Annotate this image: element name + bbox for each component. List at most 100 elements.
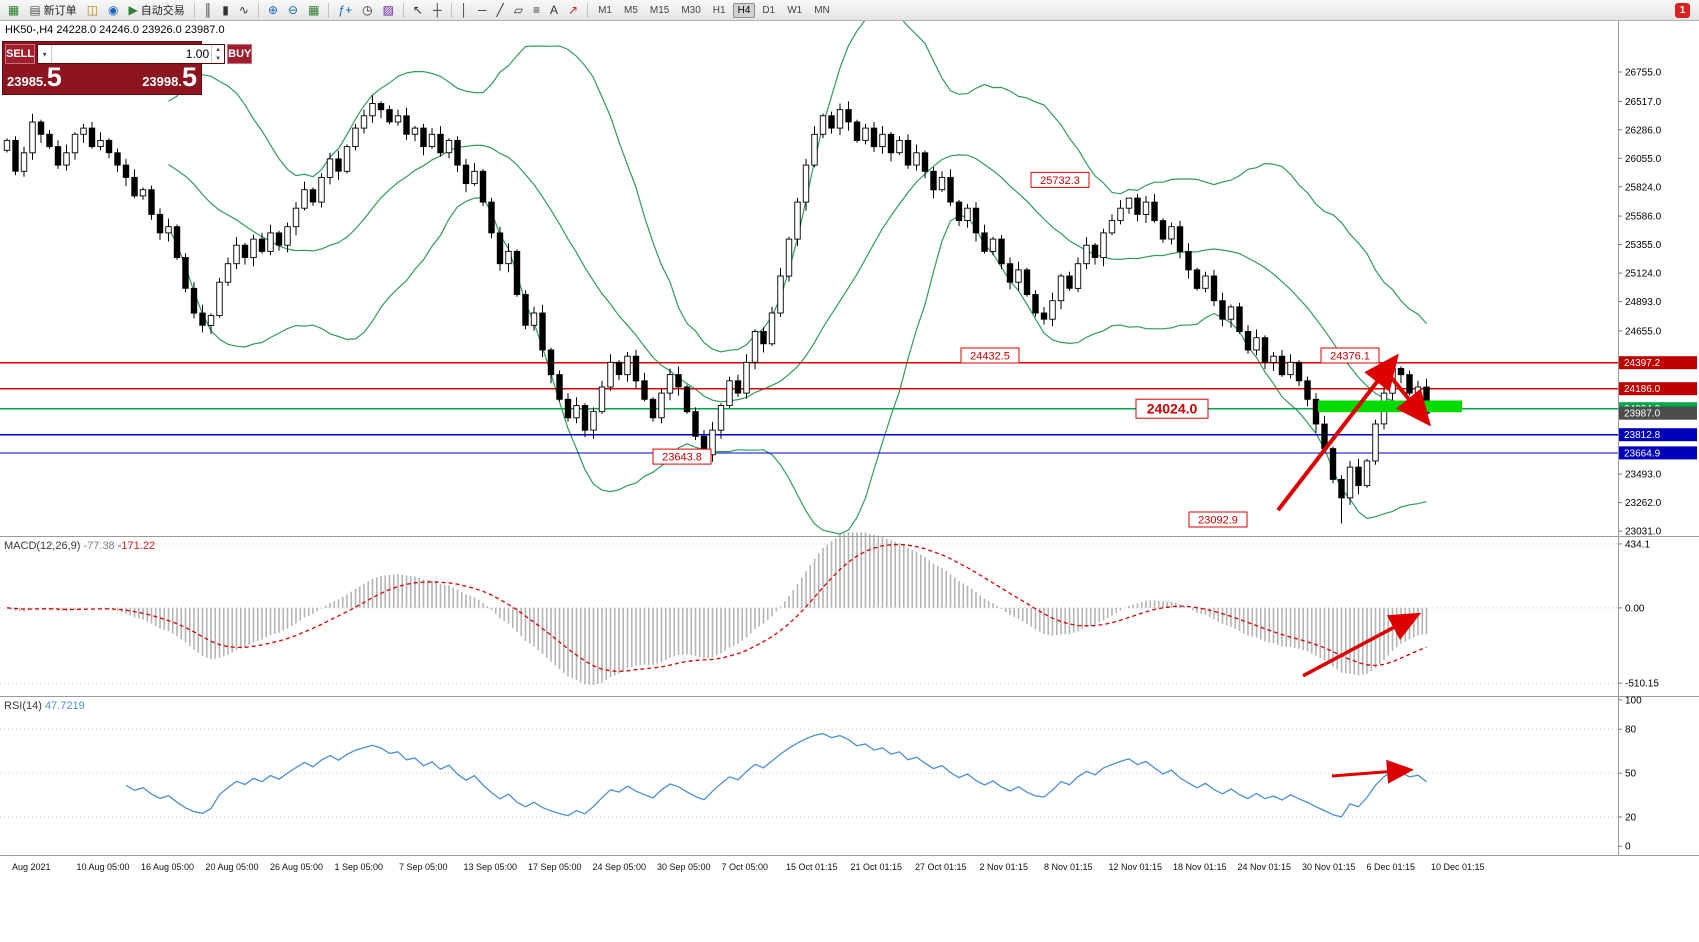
svg-text:6 Dec 01:15: 6 Dec 01:15: [1367, 862, 1416, 872]
period-selector-button[interactable]: ◷: [358, 1, 376, 20]
callout-24376.1[interactable]: 24376.1: [1320, 347, 1380, 364]
spin-down-icon[interactable]: ▼: [215, 55, 222, 62]
price-axis[interactable]: 26755.0 26517.0 26286.0 26055.0 25824.0 25586…: [1618, 68, 1697, 538]
timeframe-h1-button[interactable]: H1: [712, 4, 726, 16]
data-window-button[interactable]: ◉: [104, 1, 122, 20]
buy-button[interactable]: BUY: [227, 44, 253, 64]
highlight-layer[interactable]: [1318, 400, 1462, 413]
new-order-label: 新订单: [43, 5, 77, 17]
svg-text:23493.0: 23493.0: [1625, 470, 1662, 481]
svg-text:23643.8: 23643.8: [662, 452, 702, 464]
sell-button[interactable]: SELL: [5, 44, 36, 64]
timeframe-w1-button[interactable]: W1: [787, 4, 803, 16]
vertical-line-tool-button[interactable]: │: [457, 1, 473, 20]
channel-tool-icon: ▱: [513, 3, 523, 17]
candle-chart-mode-button[interactable]: ▮: [218, 1, 233, 20]
trend-arrows[interactable]: [1276, 353, 1432, 784]
svg-text:21 Oct 01:15: 21 Oct 01:15: [851, 862, 903, 872]
line-chart-mode-button[interactable]: ∿: [235, 1, 253, 20]
bollinger-lower: [167, 197, 1427, 535]
market-watch-button[interactable]: ◫: [83, 1, 102, 20]
horizontal-line-tool-button[interactable]: ─: [474, 1, 491, 20]
trend-arrow[interactable]: [1331, 759, 1414, 784]
rsi-pane: [0, 728, 1618, 818]
channel-tool-button[interactable]: ▱: [510, 1, 527, 20]
trendline-tool-icon: ╱: [496, 3, 504, 17]
callout-24024.0[interactable]: 24024.0: [1135, 398, 1209, 419]
time-axis[interactable]: Aug 2021 10 Aug 05:00 16 Aug 05:00 20 Aug 0…: [12, 862, 1485, 872]
svg-text:20 Aug 05:00: 20 Aug 05:00: [206, 862, 259, 872]
vertical-line-tool-icon: │: [460, 3, 469, 17]
templates-icon: ▨: [382, 3, 394, 17]
tile-windows-button[interactable]: ▦: [304, 1, 323, 20]
volume-stepper[interactable]: ▾ ▲▼: [37, 44, 226, 64]
rsi-line: [125, 732, 1427, 818]
svg-text:26055.0: 26055.0: [1625, 154, 1662, 165]
timeframe-mn-button[interactable]: MN: [814, 4, 830, 16]
arrows-tool-button[interactable]: ↗: [564, 1, 582, 20]
macd-pane: [0, 532, 1618, 686]
callout-23643.8[interactable]: 23643.8: [652, 448, 712, 465]
cursor-tool-button[interactable]: ↖: [409, 1, 427, 20]
auto-trading-icon: ▶: [128, 3, 138, 17]
data-window-icon: ◉: [108, 3, 119, 17]
new-order-button[interactable]: ▤ 新订单: [25, 1, 80, 20]
alert-badge[interactable]: 1: [1675, 2, 1690, 18]
indicators-list-icon: ƒ+: [338, 3, 353, 17]
macd-histogram: [10, 532, 1428, 686]
svg-text:16 Aug 05:00: 16 Aug 05:00: [141, 862, 194, 872]
fibonacci-tool-button[interactable]: ≡: [529, 1, 544, 20]
toolbar-separator: [328, 2, 330, 18]
svg-text:23262.0: 23262.0: [1625, 498, 1662, 509]
svg-text:25732.3: 25732.3: [1040, 175, 1080, 187]
timeframe-m5-button[interactable]: M5: [623, 4, 638, 16]
volume-spinner[interactable]: ▲ ▼: [211, 45, 224, 63]
zoom-in-button[interactable]: ⊕: [264, 1, 282, 20]
zoom-out-button[interactable]: ⊖: [284, 1, 302, 20]
volume-input[interactable]: [52, 45, 212, 63]
timeframe-d1-button[interactable]: D1: [762, 4, 776, 16]
auto-trading-button[interactable]: ▶ 自动交易: [125, 1, 189, 20]
price-callouts[interactable]: 25732.3 24432.5 24024.0 23643.8 23092.9 24376…: [652, 171, 1380, 528]
zoom-out-icon: ⊖: [288, 3, 299, 17]
svg-text:24024.0: 24024.0: [1147, 401, 1198, 417]
text-tool-button[interactable]: A: [546, 1, 562, 20]
timeframe-m1-button[interactable]: M1: [598, 4, 612, 16]
svg-text:24 Sep 05:00: 24 Sep 05:00: [593, 862, 647, 872]
highlight-zone[interactable]: [1318, 400, 1462, 413]
templates-button[interactable]: ▨: [379, 1, 398, 20]
spin-up-icon[interactable]: ▲: [215, 46, 222, 53]
callout-23092.9[interactable]: 23092.9: [1188, 511, 1248, 528]
bar-chart-mode-button[interactable]: ║: [200, 1, 217, 20]
toolbar-separator: [193, 2, 195, 18]
svg-text:25124.0: 25124.0: [1625, 269, 1662, 280]
timeframe-m30-button[interactable]: M30: [681, 4, 701, 16]
chart-area[interactable]: 25732.3 24432.5 24024.0 23643.8 23092.9 24376…: [0, 21, 1699, 942]
callout-24432.5[interactable]: 24432.5: [960, 347, 1020, 364]
chart-canvas[interactable]: 25732.3 24432.5 24024.0 23643.8 23092.9 24376…: [0, 21, 1699, 942]
svg-text:23812.8: 23812.8: [1624, 430, 1661, 441]
callout-25732.3[interactable]: 25732.3: [1030, 171, 1090, 188]
volume-dropdown-caret[interactable]: ▾: [38, 45, 53, 63]
svg-text:100: 100: [1625, 695, 1642, 706]
indicators-list-button[interactable]: ƒ+: [334, 1, 356, 20]
svg-text:25824.0: 25824.0: [1625, 182, 1662, 193]
trend-arrow[interactable]: [1382, 367, 1432, 427]
timeframe-m15-button[interactable]: M15: [649, 4, 670, 16]
timeframe-h4-button[interactable]: H4: [732, 2, 756, 18]
toolbar-separator: [402, 2, 404, 18]
trendline-tool-button[interactable]: ╱: [493, 1, 508, 20]
svg-text:80: 80: [1625, 725, 1637, 736]
trend-arrow[interactable]: [1276, 353, 1399, 512]
macd-signal-line: [6, 543, 1427, 673]
svg-text:30 Sep 05:00: 30 Sep 05:00: [657, 862, 711, 872]
indicator-axis[interactable]: 434.1 0.00 -510.15 100 80 50 20 0: [1618, 539, 1659, 853]
new-chart-button[interactable]: ▦: [4, 1, 23, 20]
macd-indicator-label: MACD(12,26,9) -77.38 -171.22: [4, 540, 156, 552]
svg-text:13 Sep 05:00: 13 Sep 05:00: [464, 862, 518, 872]
svg-text:Aug 2021: Aug 2021: [12, 862, 51, 872]
trend-arrow[interactable]: [1302, 612, 1422, 678]
bollinger-middle: [168, 144, 1427, 414]
crosshair-tool-button[interactable]: ┼: [429, 1, 446, 20]
